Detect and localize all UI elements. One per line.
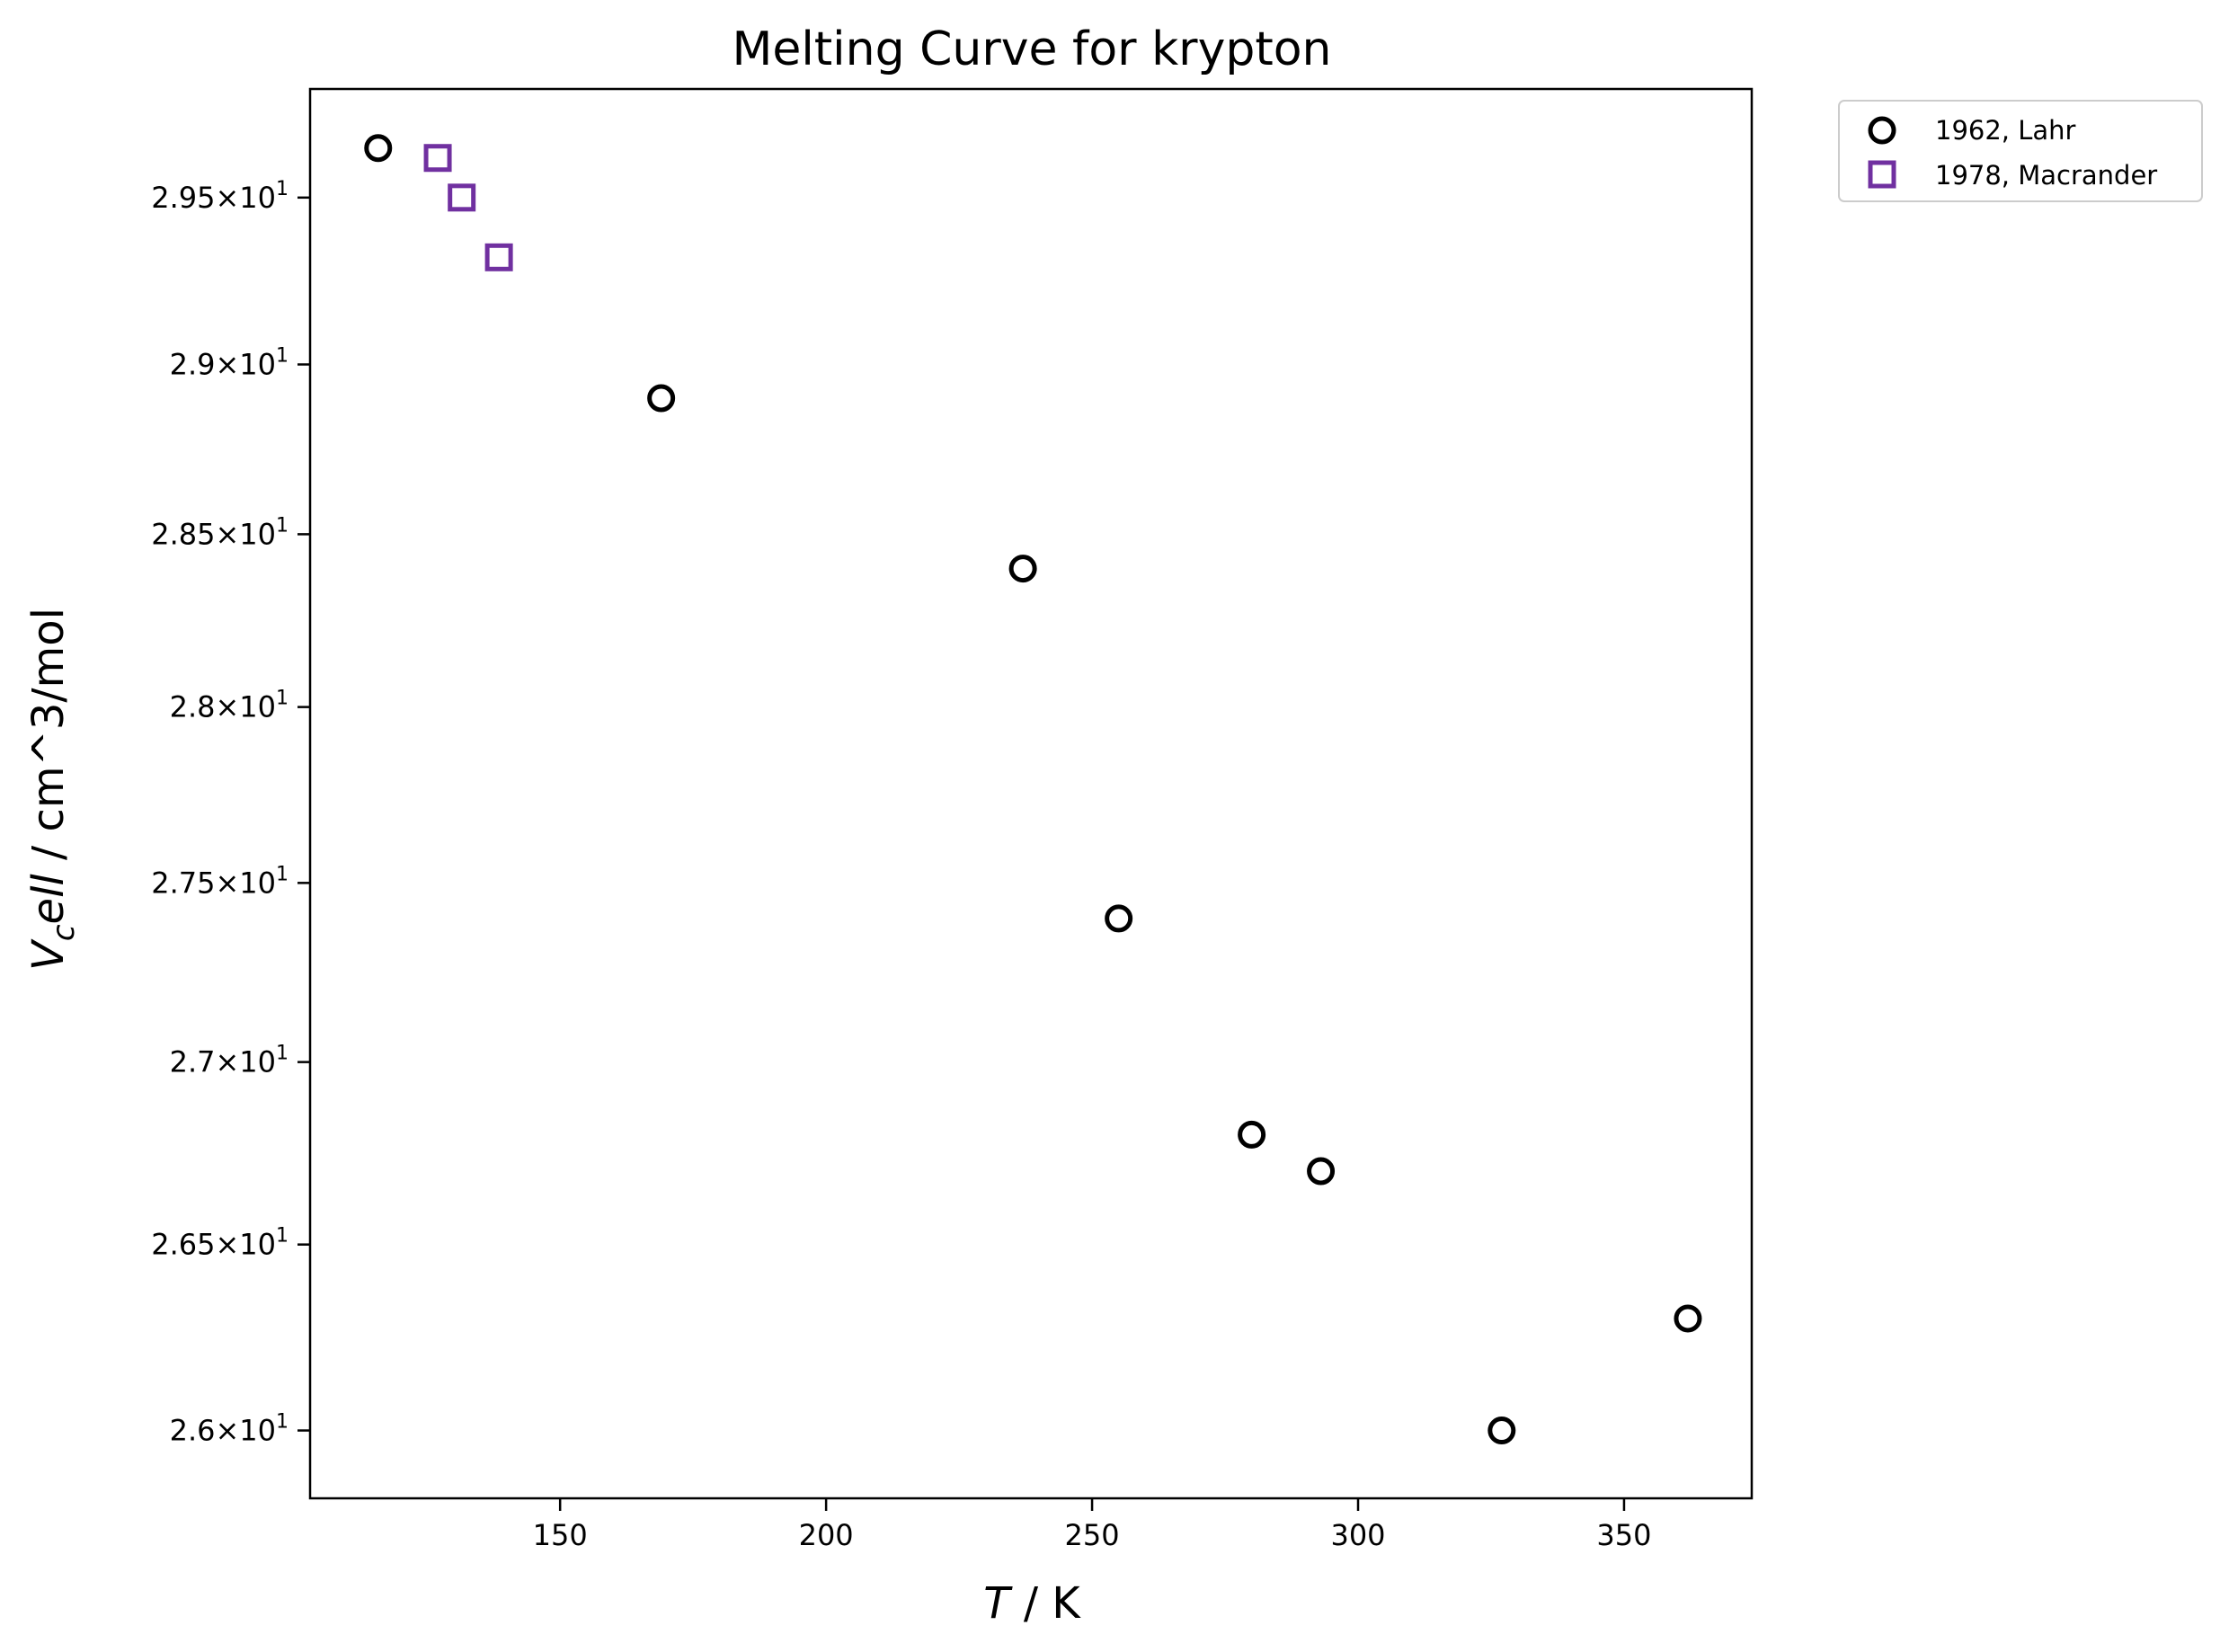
y-tick-label: 2.85×101 [151, 514, 289, 551]
data-point-circle [1307, 1157, 1336, 1186]
legend-label-lahr: 1962, Lahr [1935, 115, 2076, 146]
data-point-circle [1487, 1417, 1516, 1445]
x-tick-label: 350 [1596, 1518, 1651, 1552]
data-point-square [423, 144, 452, 173]
y-tick-label: 2.65×101 [151, 1225, 289, 1262]
legend-label-macrander: 1978, Macrander [1935, 160, 2157, 191]
data-point-circle [647, 384, 676, 413]
data-point-circle [1674, 1304, 1702, 1333]
plot-frame [308, 87, 1754, 1500]
x-tick-label: 300 [1330, 1518, 1385, 1552]
y-tick-label: 2.75×101 [151, 863, 289, 900]
x-tick-label: 150 [533, 1518, 588, 1552]
x-tick-label: 200 [799, 1518, 854, 1552]
y-axis-ticks: 2.6×101 2.65×101 2.7×101 2.75×101 2.8×101 2.8… [151, 178, 310, 1448]
y-tick-label: 2.95×101 [151, 178, 289, 215]
data-point-circle [1238, 1120, 1266, 1149]
y-tick-label: 2.9×101 [170, 344, 289, 381]
data-point-square [484, 243, 513, 271]
data-point-circle [1008, 555, 1037, 583]
x-axis-label: T / K [983, 1578, 1081, 1629]
data-point-circle [1105, 904, 1133, 933]
legend: 1962, Lahr 1978, Macrander [1838, 100, 2203, 202]
y-axis-label: Vcell / cm^3/mol [23, 608, 82, 971]
x-tick-label: 250 [1065, 1518, 1120, 1552]
data-points [364, 134, 1702, 1445]
legend-box [1838, 100, 2203, 202]
data-point-circle [364, 134, 393, 163]
x-axis-ticks: 150 200 250 300 350 [533, 1498, 1651, 1552]
data-point-square [448, 183, 476, 212]
legend-marker-square [1868, 160, 1896, 189]
y-tick-label: 2.8×101 [170, 688, 289, 724]
chart-title: Melting Curve for krypton [732, 22, 1331, 76]
legend-marker-circle [1868, 116, 1896, 145]
y-tick-label: 2.6×101 [170, 1411, 289, 1448]
y-tick-label: 2.7×101 [170, 1043, 289, 1079]
